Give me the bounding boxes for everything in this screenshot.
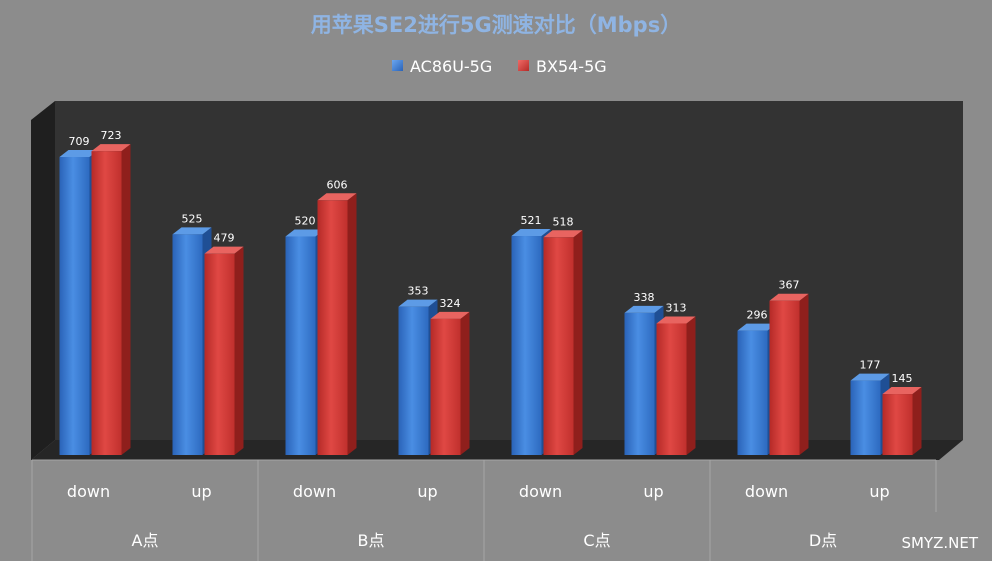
bar-top [511,229,551,237]
bar-front [769,300,800,455]
legend-swatch-bx54 [518,60,529,71]
bar-bx54-down-4 [543,230,583,455]
bar-bx54-down-0 [91,144,131,455]
category-label-4: down [519,482,562,501]
bar-bx54-down-2 [317,193,357,455]
bar-bx54-down-6 [769,293,809,455]
side-wall [31,101,55,460]
bar-top [656,316,696,324]
value-label-bx54-6: 367 [779,279,800,292]
bar-top [430,311,470,319]
floor [31,440,963,460]
bar-top [59,150,99,157]
bar-side [121,144,131,455]
watermark: SMYZ.NET [901,534,978,552]
bar-front [737,330,768,455]
value-label-ac86u-4: 521 [521,214,542,227]
bar-side [347,193,357,455]
bar-front [172,234,203,455]
bar-top [398,299,438,307]
category-axis: down up down up down up down up A点 B点 C点 D点 [31,459,937,561]
bar-bx54-up-3 [430,311,470,455]
bar-top [624,305,664,313]
category-label-1: up [191,482,211,501]
value-labels-layer: 709 723 525 479 520 606 353 324 521 518 338 313 296 3… [69,129,913,385]
value-label-bx54-3: 324 [440,297,461,310]
category-label-5: up [643,482,663,501]
bar-front [656,323,687,455]
bar-side [234,246,244,455]
value-label-bx54-0: 723 [101,129,122,142]
bar-side [912,387,922,455]
value-label-ac86u-3: 353 [408,285,429,298]
chart-title: 用苹果SE2进行5G测速对比（Mbps） [311,13,681,37]
bar-side [799,293,809,455]
value-label-bx54-2: 606 [327,178,348,191]
value-label-bx54-1: 479 [214,232,235,245]
bar-front [317,200,348,455]
legend: AC86U-5G BX54-5G [392,57,607,76]
bar-front [430,318,461,455]
bar-side [573,230,583,455]
value-label-bx54-4: 518 [553,215,574,228]
bar-front [91,151,122,455]
bar-top [543,230,583,238]
group-label-3: D点 [809,531,837,550]
value-label-bx54-7: 145 [892,372,913,385]
bar-front [624,312,655,455]
plot-area [31,101,963,460]
category-label-3: up [417,482,437,501]
bar-bx54-up-5 [656,316,696,455]
category-label-2: down [293,482,336,501]
value-label-ac86u-1: 525 [182,212,203,225]
bar-front [204,253,235,455]
bar-top [737,323,777,331]
legend-swatch-ac86u [392,60,403,71]
category-label-7: up [869,482,889,501]
bar-bx54-up-7 [882,387,922,455]
bar-front [59,157,90,455]
bar-top [317,193,357,201]
bar-bx54-up-1 [204,246,244,455]
bar-ac86u-up-5 [624,305,664,455]
bar-top [769,293,809,301]
value-label-ac86u-5: 338 [634,291,655,304]
value-label-ac86u-2: 520 [295,214,316,227]
bar-top [285,229,325,237]
bar-front [511,236,542,455]
category-label-0: down [67,482,110,501]
bar-top [91,144,131,152]
category-label-6: down [745,482,788,501]
value-label-ac86u-7: 177 [860,359,881,372]
value-label-ac86u-0: 709 [69,135,90,148]
group-label-1: B点 [358,531,385,550]
bar-front [850,380,881,455]
bar-top [172,227,212,235]
bar-side [460,311,470,455]
bar-top [204,246,244,254]
legend-label-bx54: BX54-5G [536,57,607,76]
group-label-0: A点 [132,531,159,550]
bar-front [285,236,316,455]
bar-side [686,316,696,455]
bar-top [850,373,890,381]
value-label-bx54-5: 313 [666,301,687,314]
bar-top [882,387,922,395]
bar-front [543,237,574,455]
bars-layer [59,144,922,455]
group-label-2: C点 [583,531,610,550]
value-label-ac86u-6: 296 [747,309,768,322]
bar-front [882,394,913,455]
bar-front [398,306,429,455]
legend-label-ac86u: AC86U-5G [410,57,492,76]
